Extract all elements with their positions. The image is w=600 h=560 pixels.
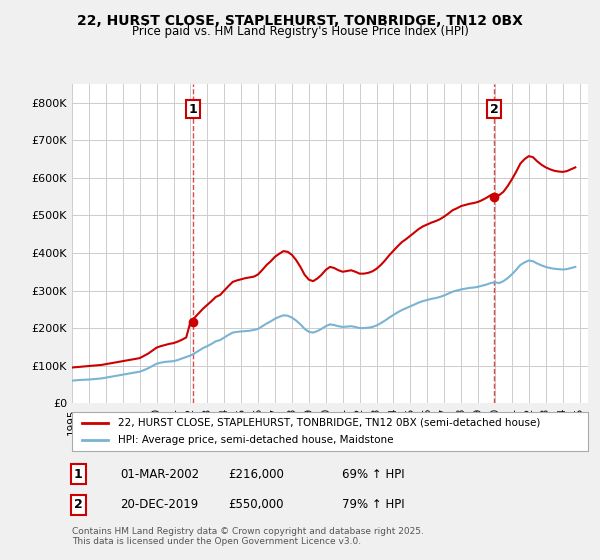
Text: 01-MAR-2002: 01-MAR-2002 xyxy=(120,468,199,480)
Text: 79% ↑ HPI: 79% ↑ HPI xyxy=(342,498,404,511)
Text: £216,000: £216,000 xyxy=(228,468,284,480)
Text: 20-DEC-2019: 20-DEC-2019 xyxy=(120,498,198,511)
Text: 2: 2 xyxy=(74,498,82,511)
Text: Price paid vs. HM Land Registry's House Price Index (HPI): Price paid vs. HM Land Registry's House … xyxy=(131,25,469,38)
Text: 1: 1 xyxy=(189,103,197,116)
Text: 2: 2 xyxy=(490,103,499,116)
Text: 1: 1 xyxy=(74,468,82,480)
Text: HPI: Average price, semi-detached house, Maidstone: HPI: Average price, semi-detached house,… xyxy=(118,435,394,445)
Text: £550,000: £550,000 xyxy=(228,498,284,511)
Text: Contains HM Land Registry data © Crown copyright and database right 2025.
This d: Contains HM Land Registry data © Crown c… xyxy=(72,526,424,546)
Text: 69% ↑ HPI: 69% ↑ HPI xyxy=(342,468,404,480)
Text: 22, HURST CLOSE, STAPLEHURST, TONBRIDGE, TN12 0BX (semi-detached house): 22, HURST CLOSE, STAPLEHURST, TONBRIDGE,… xyxy=(118,418,541,428)
Text: 22, HURST CLOSE, STAPLEHURST, TONBRIDGE, TN12 0BX: 22, HURST CLOSE, STAPLEHURST, TONBRIDGE,… xyxy=(77,14,523,28)
